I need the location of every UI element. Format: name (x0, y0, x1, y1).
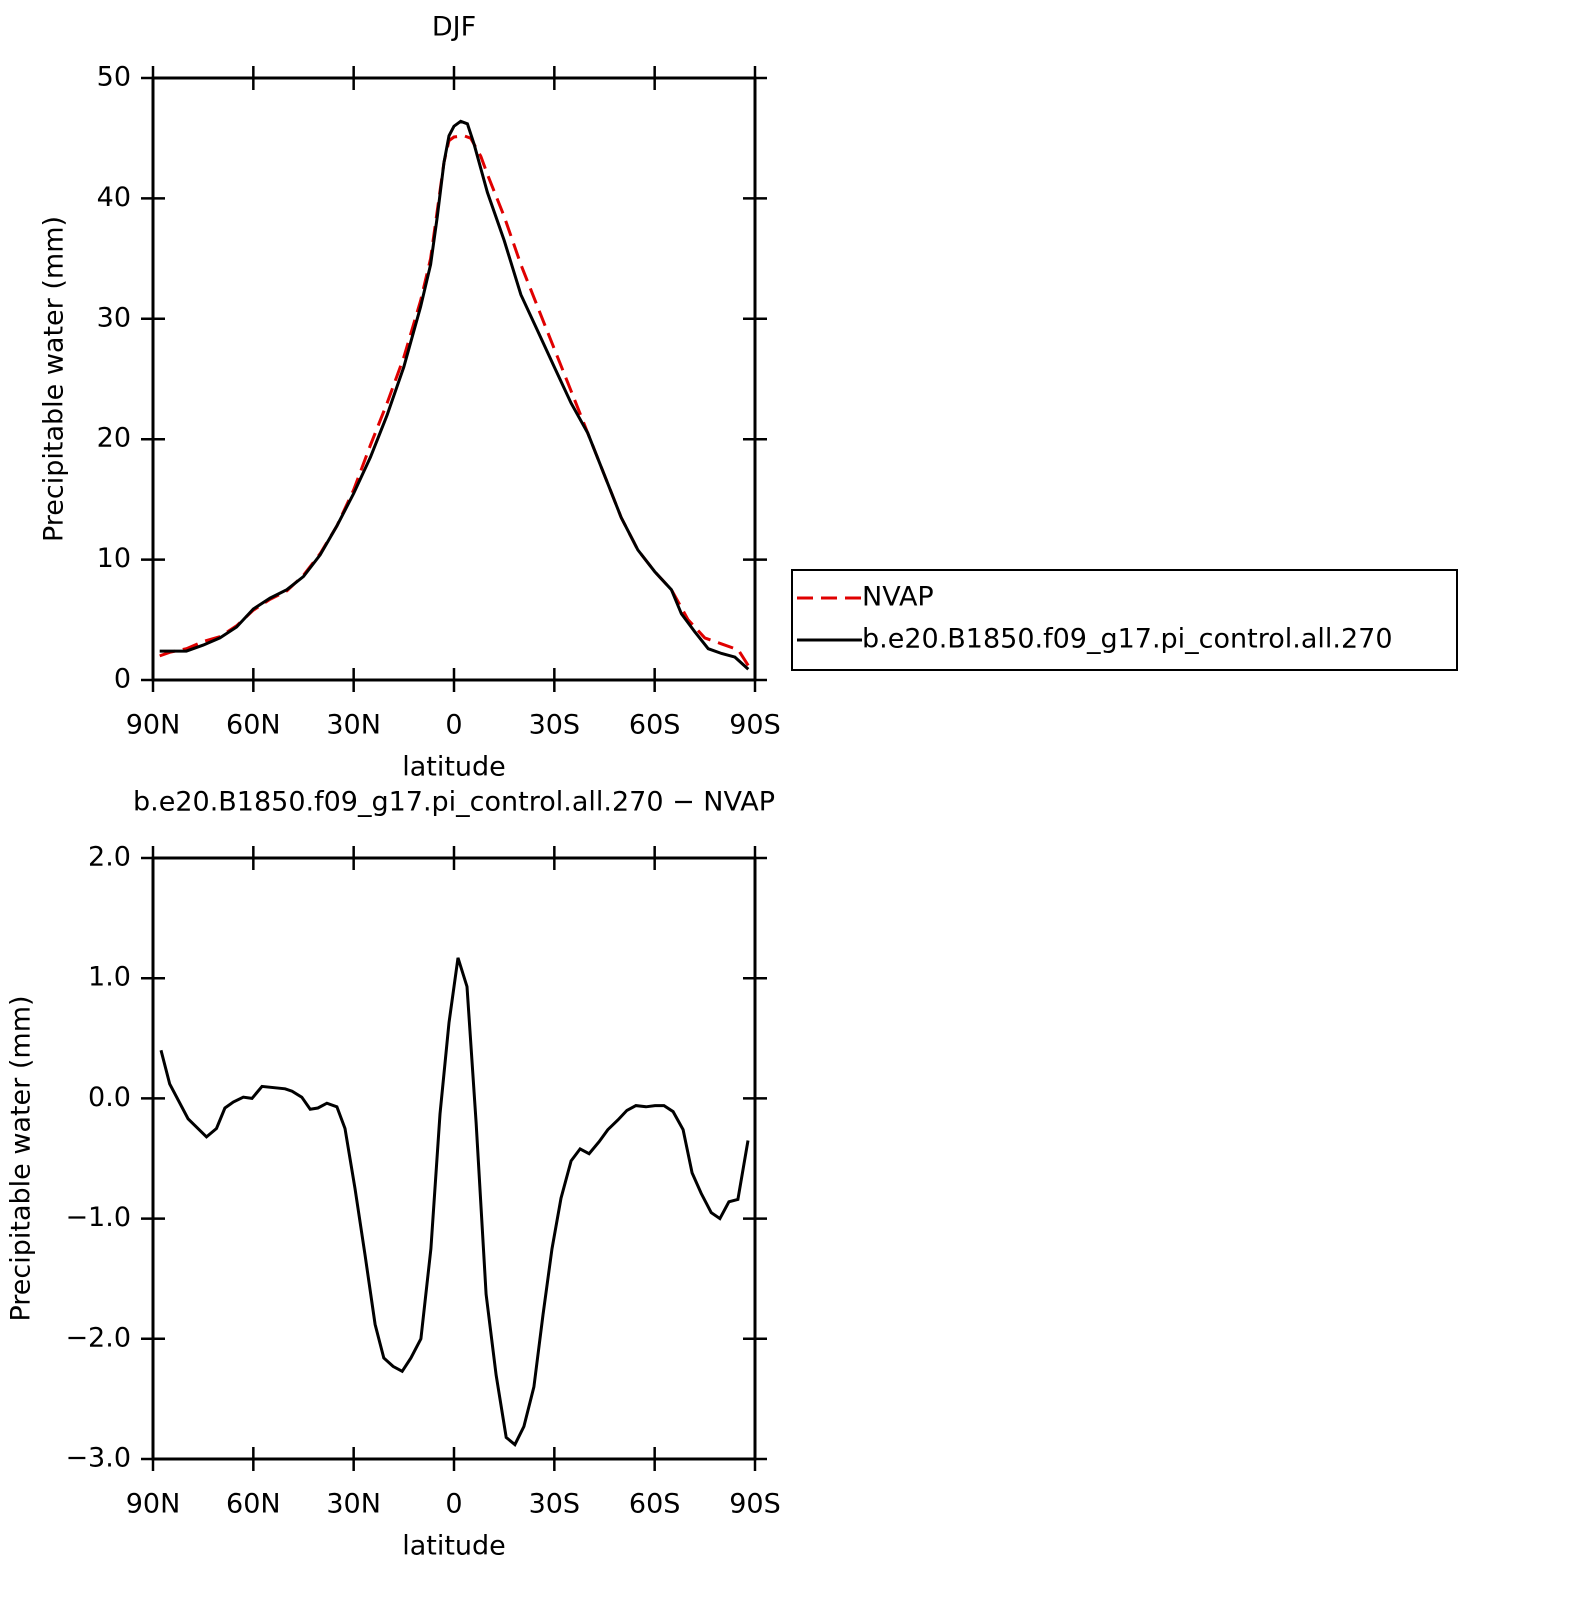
x-tick-label: 90S (729, 1489, 781, 1520)
x-axis-label: latitude (402, 752, 506, 783)
y-tick-label: 10 (97, 543, 131, 574)
y-axis-label: Precipitable water (mm) (6, 995, 37, 1321)
legend-label: NVAP (862, 582, 934, 613)
x-tick-label: 90S (729, 710, 781, 741)
series-line (159, 134, 750, 667)
y-tick-label: 1.0 (88, 962, 131, 993)
legend-box (791, 569, 1458, 671)
x-tick-label: 30N (326, 710, 381, 741)
y-tick-label: 2.0 (88, 842, 131, 873)
x-tick-label: 30N (326, 1489, 381, 1520)
x-tick-label: 0 (445, 1489, 462, 1520)
series-line (159, 119, 750, 671)
y-tick-label: −3.0 (65, 1443, 131, 1474)
y-tick-label: 20 (97, 423, 131, 454)
x-tick-label: 90N (126, 1489, 181, 1520)
y-tick-label: −1.0 (65, 1202, 131, 1233)
x-tick-label: 90N (126, 710, 181, 741)
chart-title: b.e20.B1850.f09_g17.pi_control.all.270 −… (133, 787, 775, 818)
y-tick-label: 0 (114, 664, 131, 695)
x-tick-label: 60S (629, 710, 681, 741)
y-tick-label: 40 (97, 182, 131, 213)
y-tick-label: 50 (97, 62, 131, 93)
x-axis-label: latitude (402, 1531, 506, 1562)
x-tick-label: 30S (529, 710, 581, 741)
x-tick-label: 0 (445, 710, 462, 741)
x-tick-label: 60N (226, 1489, 281, 1520)
y-tick-label: 0.0 (88, 1082, 131, 1113)
x-tick-label: 30S (529, 1489, 581, 1520)
x-tick-label: 60S (629, 1489, 681, 1520)
series-line (159, 957, 750, 1447)
plot-frame (151, 76, 757, 682)
y-tick-label: −2.0 (65, 1322, 131, 1353)
plot-frame (151, 856, 757, 1461)
legend-label: b.e20.B1850.f09_g17.pi_control.all.270 (862, 624, 1393, 655)
x-tick-label: 60N (226, 710, 281, 741)
chart-title: DJF (432, 12, 476, 43)
y-tick-label: 30 (97, 302, 131, 333)
y-axis-label: Precipitable water (mm) (39, 216, 70, 542)
